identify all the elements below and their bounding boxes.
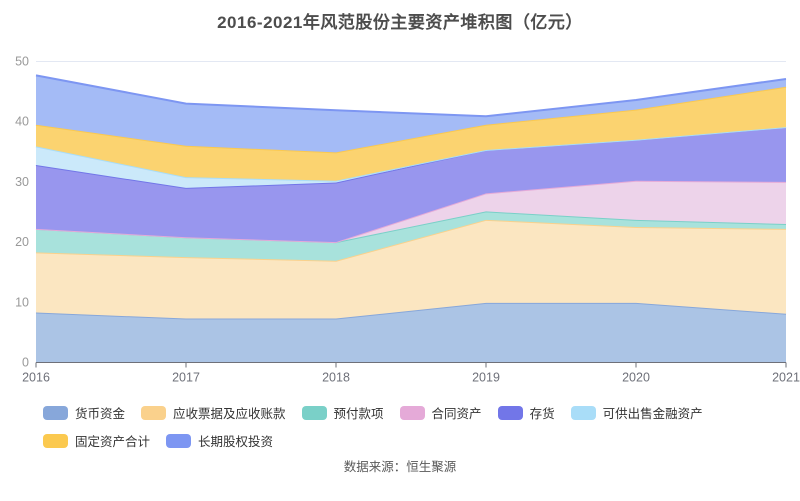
legend-swatch-icon — [301, 405, 327, 420]
legend-item-6[interactable]: 固定资产合计 — [43, 431, 150, 450]
y-axis-label: 10 — [15, 295, 29, 309]
legend-item-5[interactable]: 可供出售金融资产 — [570, 403, 703, 422]
chart-legend: 货币资金 应收票据及应收账款 预付款项 合同资产 存货 可供出售金融资产固定资产合计 长期股… — [43, 403, 788, 450]
y-axis-label: 0 — [22, 356, 29, 370]
legend-item-3[interactable]: 合同资产 — [399, 403, 482, 422]
x-axis-label: 2017 — [172, 371, 200, 385]
area-series-1 — [36, 219, 786, 319]
legend-swatch-icon — [43, 405, 68, 420]
x-axis-label: 2016 — [22, 371, 50, 385]
legend-label: 合同资产 — [431, 407, 482, 421]
x-axis-label: 2021 — [772, 371, 800, 385]
legend-label: 存货 — [529, 407, 555, 421]
x-axis-label: 2019 — [472, 371, 500, 385]
legend-swatch-icon — [43, 433, 68, 448]
legend-item-1[interactable]: 应收票据及应收账款 — [141, 403, 286, 422]
x-axis-label: 2020 — [622, 371, 650, 385]
area-series-0 — [36, 302, 786, 363]
legend-swatch-icon — [497, 405, 523, 420]
y-axis-label: 20 — [15, 235, 29, 249]
area-series-3 — [36, 180, 786, 243]
legend-swatch-icon — [570, 405, 596, 420]
legend-label: 应收票据及应收账款 — [173, 407, 286, 421]
data-source-text: 数据来源：恒生聚源 — [343, 460, 457, 474]
legend-swatch-icon — [399, 405, 425, 420]
legend-label: 货币资金 — [75, 407, 126, 421]
area-series-6 — [36, 86, 786, 181]
legend-item-4[interactable]: 存货 — [497, 403, 555, 422]
y-axis-label: 40 — [15, 115, 29, 129]
legend-swatch-icon — [141, 405, 167, 420]
legend-label: 长期股权投资 — [198, 435, 274, 449]
y-axis-label: 30 — [15, 175, 29, 189]
legend-item-2[interactable]: 预付款项 — [301, 403, 384, 422]
line-series-7 — [35, 74, 787, 118]
legend-label: 可供出售金融资产 — [602, 407, 703, 421]
area-series-4 — [36, 127, 786, 243]
legend-label: 预付款项 — [333, 407, 384, 421]
legend-swatch-icon — [166, 433, 192, 448]
legend-label: 固定资产合计 — [75, 435, 151, 449]
legend-item-0[interactable]: 货币资金 — [43, 403, 125, 422]
y-axis-label: 50 — [15, 55, 29, 69]
legend-item-7[interactable]: 长期股权投资 — [166, 431, 273, 450]
area-series-2 — [36, 211, 786, 261]
x-axis-label: 2018 — [322, 371, 350, 385]
chart-title: 2016-2021年风范股份主要资产堆积图（亿元） — [217, 13, 583, 32]
